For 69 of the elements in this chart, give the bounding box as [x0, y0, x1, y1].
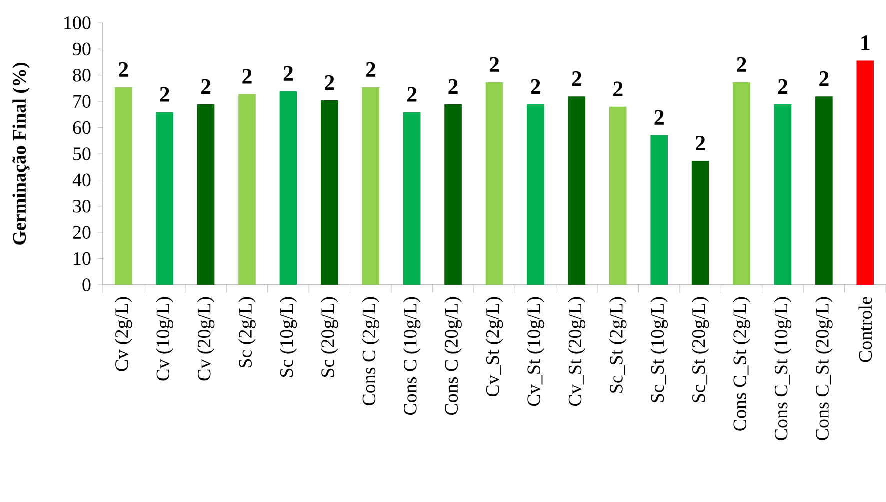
- x-tick-label: Sc (2g/L): [238, 297, 256, 368]
- x-tick-label: Sc (20g/L): [321, 297, 338, 378]
- y-tick-label: 50: [74, 148, 91, 160]
- annotation: 2: [366, 62, 376, 77]
- x-tick-label: Cv_St (10g/L): [527, 297, 544, 406]
- y-tick-label: 30: [73, 200, 91, 213]
- bar: [856, 60, 874, 285]
- x-tick-label: Cons C (20g/L): [444, 297, 462, 416]
- bar: [650, 135, 668, 285]
- annotation: 2: [490, 57, 500, 72]
- bar: [403, 112, 421, 285]
- x-tick-label: Cv (10g/L): [156, 297, 174, 381]
- y-tick-label: 20: [73, 226, 91, 239]
- annotation: 2: [820, 72, 829, 86]
- y-tick-label: 0: [82, 278, 91, 292]
- annotation: 2: [284, 66, 294, 81]
- bar: [321, 100, 338, 285]
- annotation: 2: [778, 79, 788, 94]
- y-axis-title: Germinação Final (%): [12, 63, 30, 245]
- bar: [444, 104, 462, 285]
- annotation: 2: [531, 79, 540, 94]
- annotation: 2: [408, 87, 417, 102]
- x-tick-label: Sc_St (20g/L): [692, 297, 710, 402]
- y-tick-label: 90: [73, 42, 91, 56]
- bar: [280, 91, 298, 285]
- x-tick-label: Sc (10g/L): [280, 297, 298, 378]
- x-tick-label: Sc_St (10g/L): [650, 297, 668, 402]
- annotation: 2: [654, 110, 664, 125]
- y-tick-label: 40: [72, 174, 91, 187]
- x-tick-label: Cv_St (2g/L): [486, 297, 504, 397]
- annotation: 2: [325, 75, 334, 90]
- bar: [238, 94, 256, 285]
- annotation: 2: [119, 62, 128, 77]
- y-tick-label: 10: [74, 252, 91, 266]
- bar: [692, 161, 710, 285]
- annotation: 2: [696, 136, 706, 151]
- x-tick-label: Sc_St (2g/L): [610, 297, 627, 393]
- annotation: 1: [862, 36, 870, 50]
- x-tick-label: Cons C_St (20g/L): [816, 297, 833, 440]
- y-tick-label: 100: [64, 16, 91, 30]
- x-tick-label: Controle: [858, 297, 872, 362]
- x-tick-label: Cons C_St (2g/L): [733, 297, 750, 431]
- bar: [733, 82, 750, 285]
- bar: [816, 96, 833, 285]
- x-tick-label: Cv (20g/L): [197, 297, 215, 381]
- bar: [197, 104, 215, 285]
- bar: [774, 104, 792, 285]
- bar: [486, 82, 504, 285]
- x-tick-label: Cv_St (20g/L): [568, 297, 586, 406]
- annotation: 2: [160, 87, 170, 102]
- y-tick-label: 60: [73, 121, 91, 134]
- bar: [527, 104, 544, 285]
- bar: [568, 96, 586, 285]
- annotation: 2: [448, 79, 458, 94]
- x-tick-label: Cons C (2g/L): [362, 297, 380, 406]
- x-tick-label: Cons C_St (10g/L): [774, 297, 792, 440]
- bar: [362, 87, 380, 285]
- annotation: 2: [572, 72, 582, 86]
- bar: [609, 106, 627, 285]
- x-tick-label: Cons C (10g/L): [403, 297, 421, 416]
- annotation: 2: [737, 57, 746, 72]
- x-tick-label: Cv (2g/L): [114, 297, 132, 372]
- annotation: 2: [242, 69, 252, 84]
- bar: [156, 112, 174, 285]
- annotation: 2: [614, 82, 623, 96]
- y-tick-label: 70: [74, 95, 91, 108]
- bar: [114, 87, 132, 285]
- annotation: 2: [201, 79, 211, 94]
- y-tick-label: 80: [73, 68, 91, 82]
